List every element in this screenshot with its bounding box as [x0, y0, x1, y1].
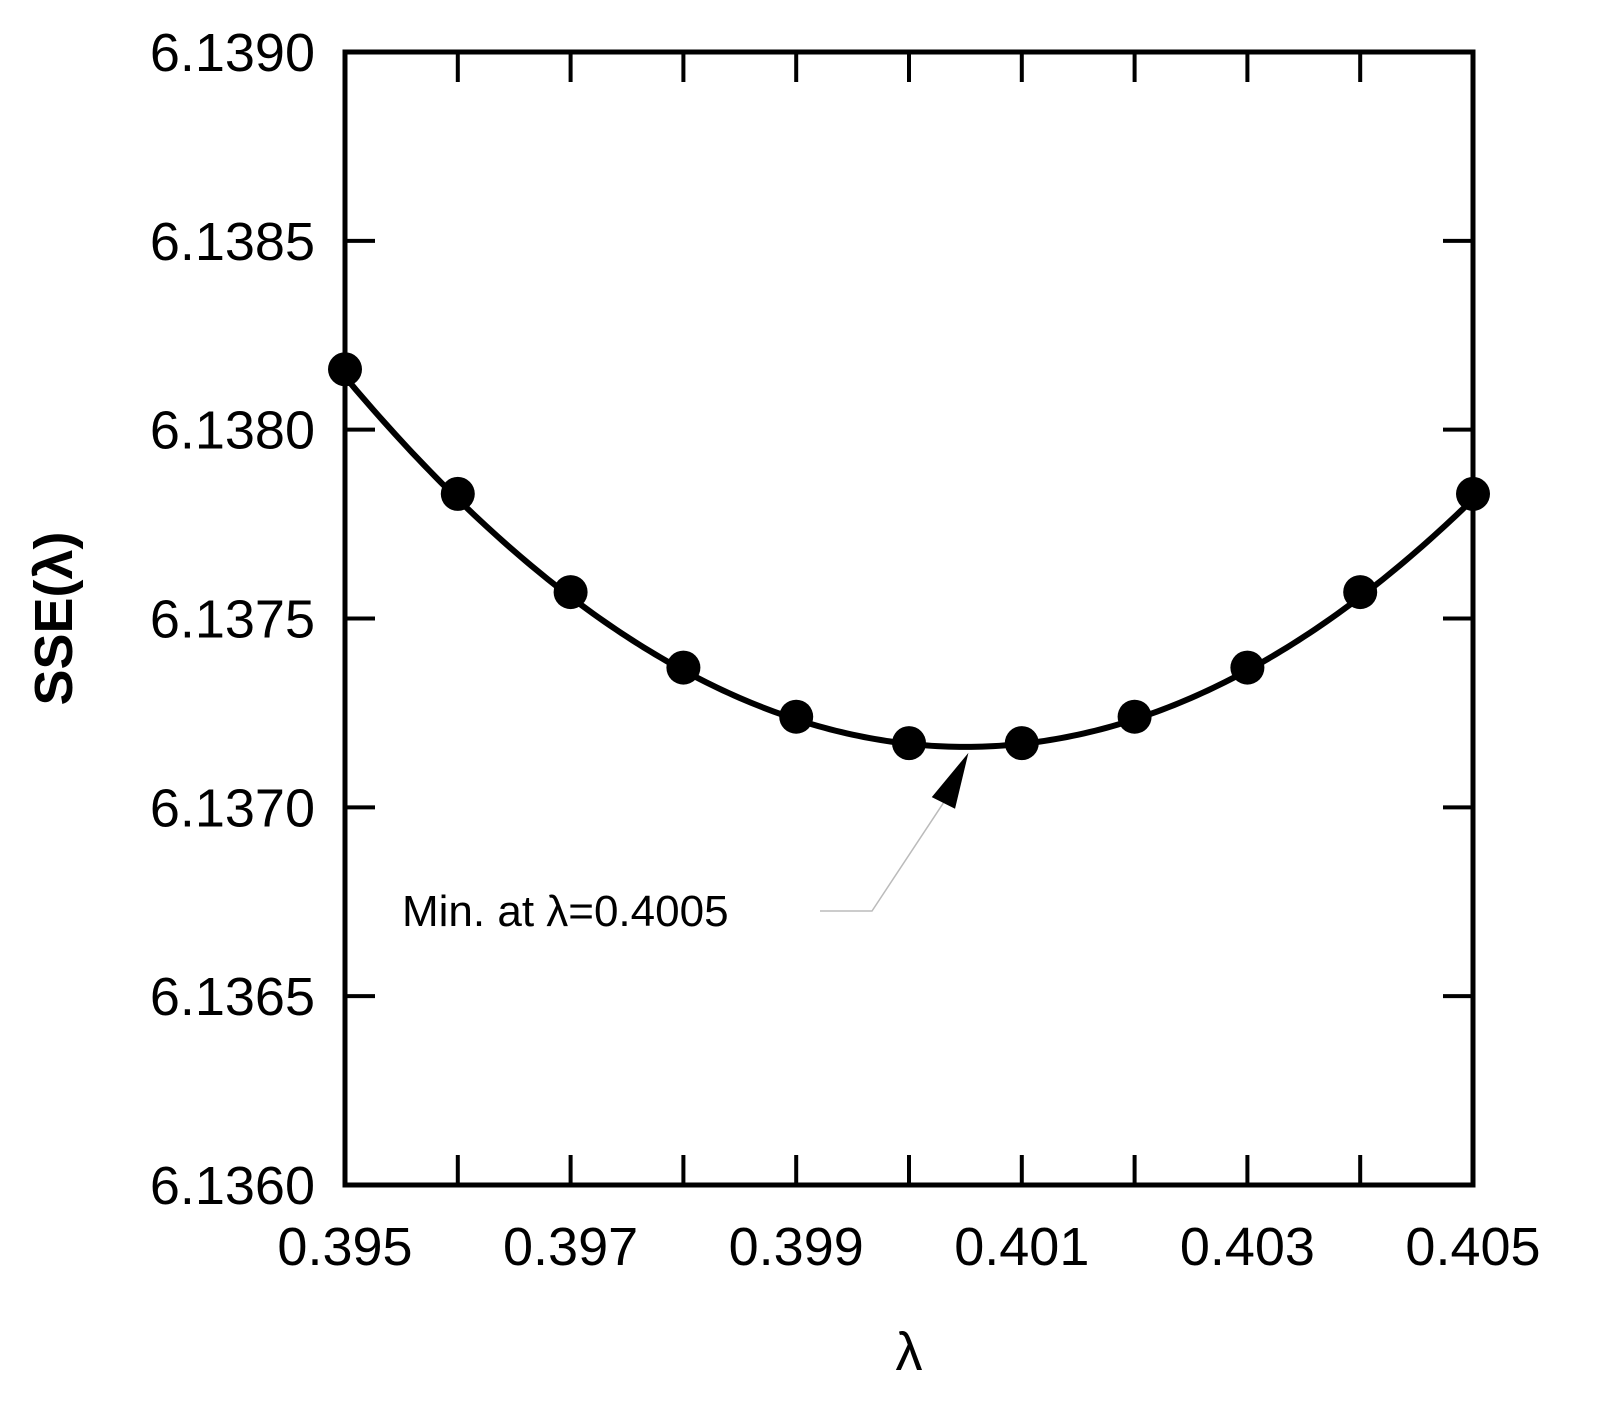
data-point	[1230, 650, 1265, 685]
data-points	[328, 352, 1490, 761]
annotation-arrowhead	[931, 752, 969, 809]
x-tick-label: 0.405	[1405, 1217, 1540, 1277]
x-tick-label: 0.395	[277, 1217, 412, 1277]
y-tick-label: 6.1370	[150, 778, 315, 838]
ticks	[343, 50, 1475, 1187]
y-tick-labels: 6.1360 6.1365 6.1370 6.1375 6.1380 6.1385 6.13…	[150, 23, 315, 1216]
y-tick-label: 6.1380	[150, 401, 315, 461]
data-point	[1343, 575, 1378, 610]
plot-frame	[342, 49, 1476, 1188]
y-tick-label: 6.1385	[150, 212, 315, 272]
data-point	[553, 575, 588, 610]
x-tick-label: 0.401	[954, 1217, 1089, 1277]
y-tick-label: 6.1360	[150, 1156, 315, 1216]
y-tick-label: 6.1375	[150, 590, 315, 650]
y-tick-label: 6.1390	[150, 23, 315, 83]
annotation-text: Min. at λ=0.4005	[402, 887, 729, 936]
x-tick-label: 0.399	[729, 1217, 864, 1277]
y-axis-label: SSE(λ)	[24, 531, 84, 705]
data-point	[1117, 699, 1152, 734]
data-point	[779, 699, 814, 734]
x-tick-label: 0.403	[1180, 1217, 1315, 1277]
data-point	[892, 726, 926, 761]
x-axis-label: λ	[896, 1322, 923, 1382]
x-tick-labels: 0.395 0.397 0.399 0.401 0.403 0.405	[277, 1217, 1540, 1277]
x-tick-label: 0.397	[503, 1217, 638, 1277]
annotation-leader	[820, 802, 945, 912]
fit-curve	[342, 374, 1476, 750]
y-tick-label: 6.1365	[150, 967, 315, 1027]
data-point	[1004, 726, 1039, 761]
data-point	[440, 476, 475, 511]
data-point	[666, 650, 701, 685]
